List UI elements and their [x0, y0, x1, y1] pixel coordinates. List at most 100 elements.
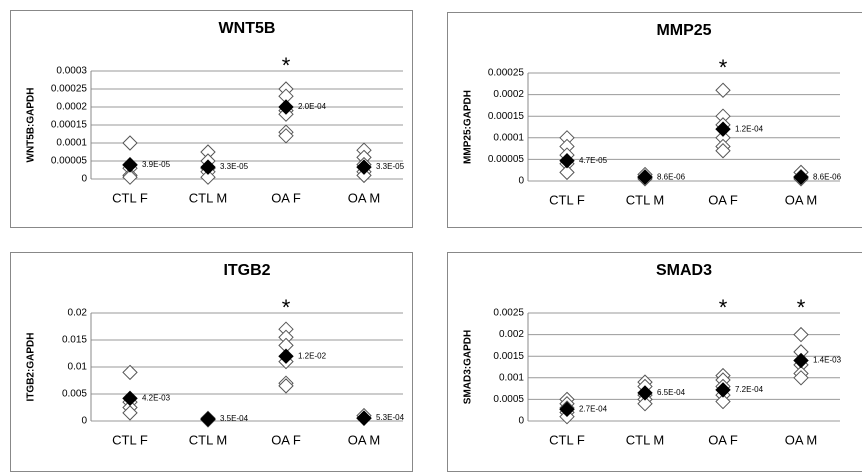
annotation: * [282, 295, 291, 320]
sample-point [793, 326, 809, 343]
value-label: 1.2E-04 [735, 124, 764, 133]
value-label: 3.3E-05 [376, 162, 405, 171]
value-label: 1.4E-03 [813, 356, 842, 365]
x-tick-label: CTL M [189, 190, 228, 205]
y-tick-label: 0.0025 [493, 308, 524, 319]
sample-point [715, 393, 731, 410]
value-label: 7.2E-04 [735, 385, 764, 394]
chart-title: ITGB2 [223, 262, 270, 279]
y-tick-label: 0.0005 [493, 394, 524, 405]
x-tick-label: OA M [348, 190, 381, 205]
value-label: 2.7E-04 [579, 404, 608, 413]
mean-point [356, 159, 372, 175]
annotation: * [719, 295, 728, 320]
value-label: 4.7E-05 [579, 156, 608, 165]
y-tick-label: 0.00025 [488, 68, 525, 79]
x-tick-label: CTL F [549, 432, 585, 447]
panel: WNT5B WNT5B:GAPDH 0 0.00005 0.0001 0.00015 0.0… [10, 10, 413, 228]
value-label: 3.5E-04 [220, 414, 249, 423]
x-tick-label: CTL F [549, 192, 585, 207]
chart: MMP25 MMP25:GAPDH 0 0.00005 0.0001 0.00015 0.0… [463, 22, 842, 207]
y-tick-label: 0 [81, 174, 87, 185]
y-axis-label: WNT5B:GAPDH [26, 88, 37, 163]
sample-point [793, 370, 809, 386]
x-tick-label: CTL M [626, 192, 665, 207]
chart-title: WNT5B [219, 20, 276, 37]
x-tick-label: CTL M [626, 432, 665, 447]
x-tick-label: OA F [708, 432, 738, 447]
y-tick-label: 0.0002 [493, 89, 524, 100]
sample-point [715, 143, 731, 159]
x-tick-label: OA M [785, 432, 818, 447]
y-tick-label: 0.0015 [493, 351, 524, 362]
value-label: 8.6E-06 [657, 172, 686, 181]
mean-point [122, 157, 138, 173]
chart: SMAD3 SMAD3:GAPDH 0 0.0005 0.001 0.0015 0.002 0… [463, 262, 842, 447]
x-tick-label: CTL F [112, 432, 148, 447]
value-label: 2.0E-04 [298, 102, 327, 111]
sample-point [122, 135, 138, 151]
x-tick-label: OA F [271, 432, 301, 447]
x-tick-label: OA M [348, 432, 381, 447]
mean-point [278, 99, 294, 115]
mean-point [637, 169, 653, 185]
sample-point [356, 167, 372, 184]
y-tick-label: 0 [81, 416, 87, 427]
annotation: * [719, 55, 728, 80]
mean-point [278, 348, 294, 364]
mean-point [559, 152, 575, 169]
panel: ITGB2 ITGB2:GAPDH 0 0.005 0.01 0.015 0.02 CTL F… [10, 252, 413, 472]
panel: MMP25 MMP25:GAPDH 0 0.00005 0.0001 0.00015 0.0… [447, 12, 862, 228]
value-label: 3.3E-05 [220, 162, 249, 171]
mean-point [793, 352, 809, 369]
mean-point [200, 411, 216, 427]
x-tick-label: CTL M [189, 432, 228, 447]
value-label: 8.6E-06 [813, 172, 842, 181]
y-axis-label: SMAD3:GAPDH [463, 330, 474, 404]
mean-point [200, 159, 216, 175]
sample-point [559, 164, 575, 181]
value-label: 1.2E-02 [298, 351, 327, 360]
x-tick-label: OA F [708, 192, 738, 207]
y-tick-label: 0.015 [62, 335, 87, 346]
y-tick-label: 0.0002 [56, 102, 87, 113]
y-tick-label: 0 [518, 176, 524, 187]
value-label: 3.9E-05 [142, 160, 171, 169]
y-tick-label: 0.0001 [493, 132, 524, 143]
x-tick-label: CTL F [112, 190, 148, 205]
sample-point [122, 169, 138, 185]
chart: WNT5B WNT5B:GAPDH 0 0.00005 0.0001 0.00015 0.0… [26, 20, 405, 205]
y-axis-label: MMP25:GAPDH [463, 90, 474, 164]
mean-point [793, 169, 809, 185]
y-tick-label: 0.001 [499, 372, 524, 383]
y-tick-label: 0.02 [68, 308, 88, 319]
sample-point [715, 82, 731, 98]
sample-point [278, 128, 294, 144]
y-tick-label: 0.01 [68, 362, 88, 373]
y-tick-label: 0.00015 [488, 111, 525, 122]
y-axis-label: ITGB2:GAPDH [26, 333, 37, 402]
y-tick-label: 0.00005 [51, 156, 88, 167]
y-tick-label: 0.0003 [56, 66, 87, 77]
mean-point [122, 390, 138, 407]
sample-point [200, 169, 216, 185]
y-tick-label: 0 [518, 416, 524, 427]
mean-point [559, 401, 575, 418]
y-tick-label: 0.005 [62, 389, 87, 400]
value-label: 4.2E-03 [142, 393, 171, 402]
y-tick-label: 0.00025 [51, 84, 88, 95]
sample-point [637, 396, 653, 412]
annotation: * [797, 295, 806, 320]
sample-point [122, 364, 138, 381]
annotation: * [282, 53, 291, 78]
chart: ITGB2 ITGB2:GAPDH 0 0.005 0.01 0.015 0.02 CTL F… [26, 262, 405, 447]
sample-point [278, 378, 294, 394]
mean-point [637, 385, 653, 401]
y-tick-label: 0.002 [499, 329, 524, 340]
panel: SMAD3 SMAD3:GAPDH 0 0.0005 0.001 0.0015 0.002 0… [447, 252, 862, 472]
chart-title: MMP25 [656, 22, 711, 39]
chart-title: SMAD3 [656, 262, 712, 279]
sample-point [122, 405, 138, 421]
x-tick-label: OA F [271, 190, 301, 205]
